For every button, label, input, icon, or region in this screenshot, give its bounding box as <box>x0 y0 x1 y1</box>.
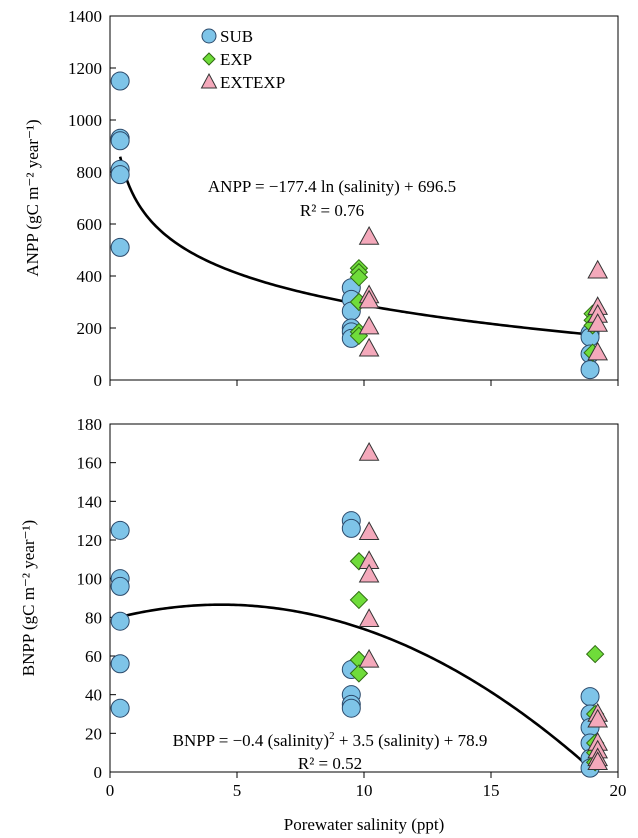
anpp-sub-point <box>110 131 130 151</box>
bnpp-y-tick-label: 160 <box>77 454 103 473</box>
bnpp-y-tick-label: 80 <box>85 608 102 627</box>
anpp-extexp-point <box>587 259 609 279</box>
bnpp-exp-point <box>349 664 369 683</box>
anpp-y-axis-title: ANPP (gC m⁻² year⁻¹) <box>23 119 42 276</box>
bnpp-sub-point <box>341 518 361 538</box>
bnpp-extexp-point <box>587 708 609 728</box>
bnpp-equation-suffix: + 3.5 (salinity) + 78.9 <box>335 731 488 750</box>
bnpp-ticks: 0 20 40 60 80 100 120 140 160 180 0 5 10 15 20 <box>77 415 627 800</box>
bnpp-exp-point <box>349 590 369 610</box>
anpp-y-tick-label: 0 <box>94 371 103 390</box>
bnpp-extexp-point <box>358 441 380 461</box>
anpp-extexp-point <box>587 341 609 361</box>
bnpp-y-tick-label: 60 <box>85 647 102 666</box>
bnpp-exp-point <box>585 644 605 664</box>
bnpp-r2: R² = 0.52 <box>298 754 362 773</box>
bnpp-extexp-point <box>358 521 380 540</box>
bnpp-y-tick-label: 120 <box>77 531 103 550</box>
anpp-y-tick-label: 200 <box>77 319 103 338</box>
anpp-y-tick-label: 400 <box>77 267 103 286</box>
bnpp-extexp-point <box>358 648 380 668</box>
anpp-sub-point <box>110 165 130 185</box>
anpp-y-tick-label: 1400 <box>68 7 102 26</box>
legend-sub-label: SUB <box>220 27 253 46</box>
anpp-y-tick-label: 1000 <box>68 111 102 130</box>
anpp-ticks: 0 200 400 600 800 1000 1200 1400 <box>68 7 619 390</box>
bnpp-equation-prefix: BNPP = −0.4 (salinity) <box>173 731 329 750</box>
x-tick-label: 15 <box>483 781 500 800</box>
bnpp-sub-point <box>580 687 600 707</box>
bnpp-fit <box>119 603 594 772</box>
anpp-extexp-point <box>358 225 380 245</box>
anpp-points <box>110 71 609 380</box>
bnpp-sub-point <box>110 611 130 631</box>
x-tick-label: 0 <box>106 781 115 800</box>
anpp-y-tick-label: 800 <box>77 163 103 182</box>
bnpp-panel: 0 20 40 60 80 100 120 140 160 180 0 5 10 15 20 BNPP (g… <box>19 415 627 834</box>
bnpp-extexp-point <box>358 608 380 627</box>
bnpp-points <box>110 441 609 778</box>
legend-exp-label: EXP <box>220 50 252 69</box>
bnpp-equation-exponent: 2 <box>329 730 335 742</box>
anpp-extexp-point <box>358 289 380 309</box>
x-tick-label: 5 <box>233 781 242 800</box>
bnpp-extexp-point <box>587 751 609 771</box>
bnpp-y-tick-label: 20 <box>85 724 102 743</box>
bnpp-extexp-point <box>358 563 380 583</box>
bnpp-sub-point <box>341 698 361 718</box>
anpp-extexp-point <box>587 313 609 332</box>
anpp-sub-point <box>110 237 130 257</box>
bnpp-sub-point <box>110 698 130 718</box>
anpp-y-tick-label: 600 <box>77 215 103 234</box>
bnpp-y-tick-label: 0 <box>94 763 103 782</box>
anpp-extexp-point <box>358 337 380 357</box>
anpp-y-tick-label: 1200 <box>68 59 102 78</box>
anpp-extexp-point <box>358 315 380 335</box>
anpp-sub-point <box>580 360 600 380</box>
bnpp-equation: BNPP = −0.4 (salinity)2 + 3.5 (salinity)… <box>173 730 488 750</box>
anpp-r2: R² = 0.76 <box>300 201 364 220</box>
bnpp-sub-point <box>110 576 130 596</box>
bnpp-y-tick-label: 100 <box>77 570 103 589</box>
x-tick-label: 20 <box>610 781 627 800</box>
bnpp-y-axis-title: BNPP (gC m⁻² year⁻¹) <box>19 520 38 676</box>
x-tick-label: 10 <box>356 781 373 800</box>
legend-exp-marker <box>202 52 216 66</box>
anpp-sub-point <box>110 71 130 91</box>
legend-sub-marker <box>201 28 217 44</box>
legend-extexp-marker <box>200 72 218 89</box>
bnpp-y-tick-label: 40 <box>85 686 102 705</box>
x-axis-title: Porewater salinity (ppt) <box>284 815 445 834</box>
bnpp-y-tick-label: 140 <box>77 492 103 511</box>
legend-extexp-label: EXTEXP <box>220 73 285 92</box>
anpp-equation: ANPP = −177.4 ln (salinity) + 696.5 <box>208 177 456 196</box>
anpp-panel: 0 200 400 600 800 1000 1200 1400 SUB EXP EXTEXP A… <box>23 7 619 390</box>
anpp-exp-point <box>349 268 369 287</box>
bnpp-sub-point <box>110 654 130 674</box>
bnpp-fit-curve <box>119 603 594 772</box>
bnpp-y-tick-label: 180 <box>77 415 103 434</box>
legend: SUB EXP EXTEXP <box>200 27 285 92</box>
bnpp-sub-point <box>110 520 130 540</box>
